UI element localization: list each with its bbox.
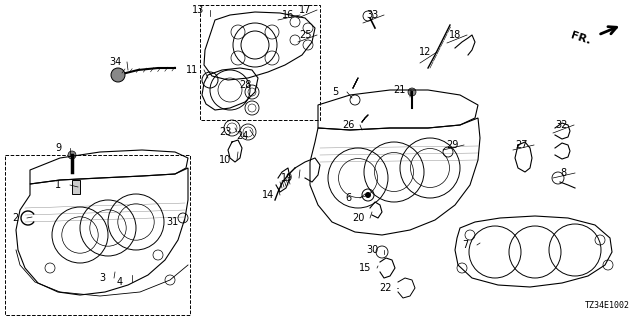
Text: TZ34E1002: TZ34E1002 [585,301,630,310]
Circle shape [111,68,125,82]
Text: 9: 9 [55,143,61,153]
Circle shape [68,151,76,159]
Text: 26: 26 [342,120,354,130]
Text: 16: 16 [282,10,294,20]
Circle shape [408,88,416,96]
Text: 24: 24 [236,131,248,141]
Bar [200,5,320,120]
Text: 18: 18 [449,30,461,40]
Text: 23: 23 [219,127,231,137]
Text: 33: 33 [366,10,378,20]
Text: 30: 30 [366,245,378,255]
Text: FR.: FR. [570,30,592,46]
Text: 17: 17 [299,5,311,15]
Text: 5: 5 [332,87,338,97]
Bar [72,180,80,194]
Text: 34: 34 [109,57,121,67]
Text: 27: 27 [516,140,528,150]
Text: 20: 20 [352,213,364,223]
Bar [5,155,190,315]
Text: 6: 6 [345,193,351,203]
Text: 13: 13 [192,5,204,15]
Text: 21: 21 [393,85,405,95]
Text: 2: 2 [12,213,18,223]
Text: 14: 14 [262,190,274,200]
Text: 29: 29 [446,140,458,150]
Text: 8: 8 [560,168,566,178]
Text: 25: 25 [299,30,311,40]
Text: 15: 15 [359,263,371,273]
Text: 22: 22 [379,283,391,293]
Text: 28: 28 [239,80,251,90]
Text: 4: 4 [117,277,123,287]
Text: 1: 1 [55,180,61,190]
Text: 3: 3 [99,273,105,283]
Text: 19: 19 [281,173,293,183]
Circle shape [365,192,371,198]
Text: 11: 11 [186,65,198,75]
Text: 31: 31 [166,217,178,227]
Text: 10: 10 [219,155,231,165]
Text: 32: 32 [556,120,568,130]
Text: 7: 7 [462,240,468,250]
Text: 12: 12 [419,47,431,57]
